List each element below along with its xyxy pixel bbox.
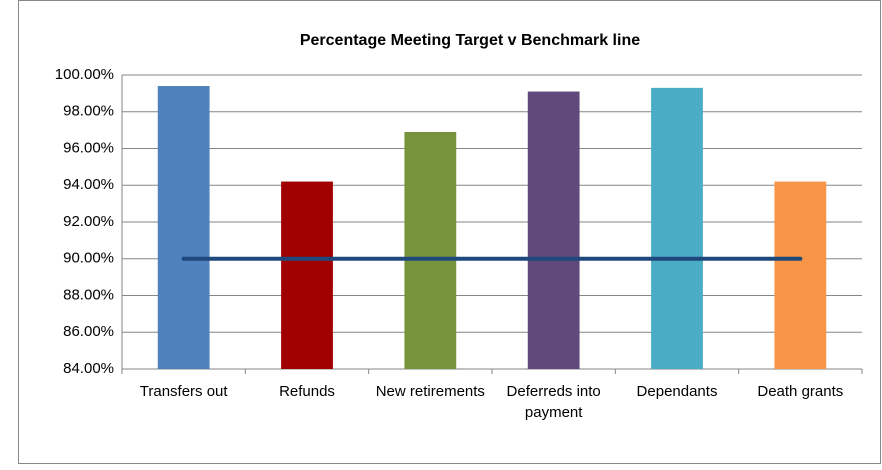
y-tick-label: 84.00% <box>63 360 114 377</box>
x-tick-label: Deferreds into payment <box>507 383 601 421</box>
y-tick-label: 100.00% <box>55 66 114 83</box>
bar <box>774 181 827 369</box>
y-tick-label: 96.00% <box>63 139 114 156</box>
bar <box>157 86 210 370</box>
y-tick-label: 86.00% <box>63 323 114 340</box>
bar <box>527 91 580 369</box>
x-tick-label: Refunds <box>279 383 335 400</box>
bar <box>281 181 333 369</box>
x-tick-label: Death grants <box>757 383 843 400</box>
x-tick-label: Transfers out <box>140 383 229 400</box>
y-tick-label: 90.00% <box>63 250 114 267</box>
x-tick-label: New retirements <box>376 383 485 400</box>
y-tick-label: 94.00% <box>63 176 114 193</box>
x-tick-label: Dependants <box>637 383 718 400</box>
y-tick-label: 92.00% <box>63 213 114 230</box>
chart-title: Percentage Meeting Target v Benchmark li… <box>300 32 640 49</box>
y-tick-label: 88.00% <box>63 286 114 303</box>
y-tick-label: 98.00% <box>63 103 114 120</box>
bar <box>404 131 457 369</box>
bar <box>651 87 703 370</box>
